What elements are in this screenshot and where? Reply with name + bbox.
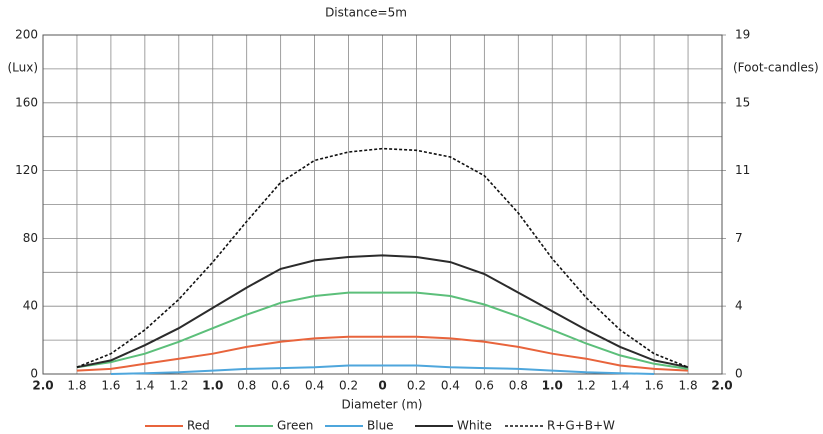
- legend-label: White: [457, 419, 492, 433]
- y-tick-label: 80: [23, 231, 38, 245]
- x-tick-label: 1.2: [577, 379, 596, 393]
- y-tick-label: 120: [15, 163, 38, 177]
- series-line: [110, 364, 655, 375]
- x-tick-label: 2.0: [32, 379, 53, 393]
- y2-tick-label: 19: [735, 28, 750, 42]
- x-tick-label: 0.2: [407, 379, 426, 393]
- y-axis-label: (Lux): [7, 61, 38, 75]
- x-tick-label: 1.0: [202, 379, 223, 393]
- y2-tick-label: 7: [735, 231, 743, 245]
- x-tick-label: 1.2: [169, 379, 188, 393]
- x-tick-label: 0: [378, 379, 386, 393]
- legend-label: R+G+B+W: [547, 419, 615, 433]
- x-tick-label: 0.4: [441, 379, 460, 393]
- x-tick-label: 0.8: [509, 379, 528, 393]
- x-tick-label: 1.4: [611, 379, 630, 393]
- y-tick-label: 160: [15, 95, 38, 109]
- series-line: [76, 335, 689, 372]
- x-tick-label: 1.8: [679, 379, 698, 393]
- x-tick-label: 1.0: [542, 379, 563, 393]
- x-tick-label: 0.6: [271, 379, 290, 393]
- y2-tick-label: 4: [735, 299, 743, 313]
- legend-label: Green: [277, 419, 313, 433]
- x-tick-label: 1.8: [67, 379, 86, 393]
- x-tick-label: 2.0: [711, 379, 732, 393]
- x-tick-label: 0.2: [339, 379, 358, 393]
- y2-axis-label: (Foot-candles): [733, 61, 819, 75]
- x-tick-label: 0.8: [237, 379, 256, 393]
- y2-tick-label: 11: [735, 163, 750, 177]
- x-tick-label: 1.4: [135, 379, 154, 393]
- legend-label: Blue: [367, 419, 394, 433]
- series-line: [76, 291, 689, 370]
- y2-tick-label: 15: [735, 95, 750, 109]
- x-tick-label: 0.6: [475, 379, 494, 393]
- x-tick-label: 1.6: [101, 379, 120, 393]
- plot-border: [42, 34, 723, 375]
- series-line: [76, 254, 689, 369]
- x-axis-label: Diameter (m): [342, 398, 423, 412]
- chart-title: Distance=5m: [325, 6, 407, 20]
- y-tick-label: 200: [15, 28, 38, 42]
- x-tick-label: 0.4: [305, 379, 324, 393]
- y-tick-label: 40: [23, 299, 38, 313]
- x-tick-label: 1.6: [645, 379, 664, 393]
- legend-label: Red: [187, 419, 210, 433]
- y2-tick-label: 0: [735, 367, 743, 381]
- y-tick-label: 0: [30, 367, 38, 381]
